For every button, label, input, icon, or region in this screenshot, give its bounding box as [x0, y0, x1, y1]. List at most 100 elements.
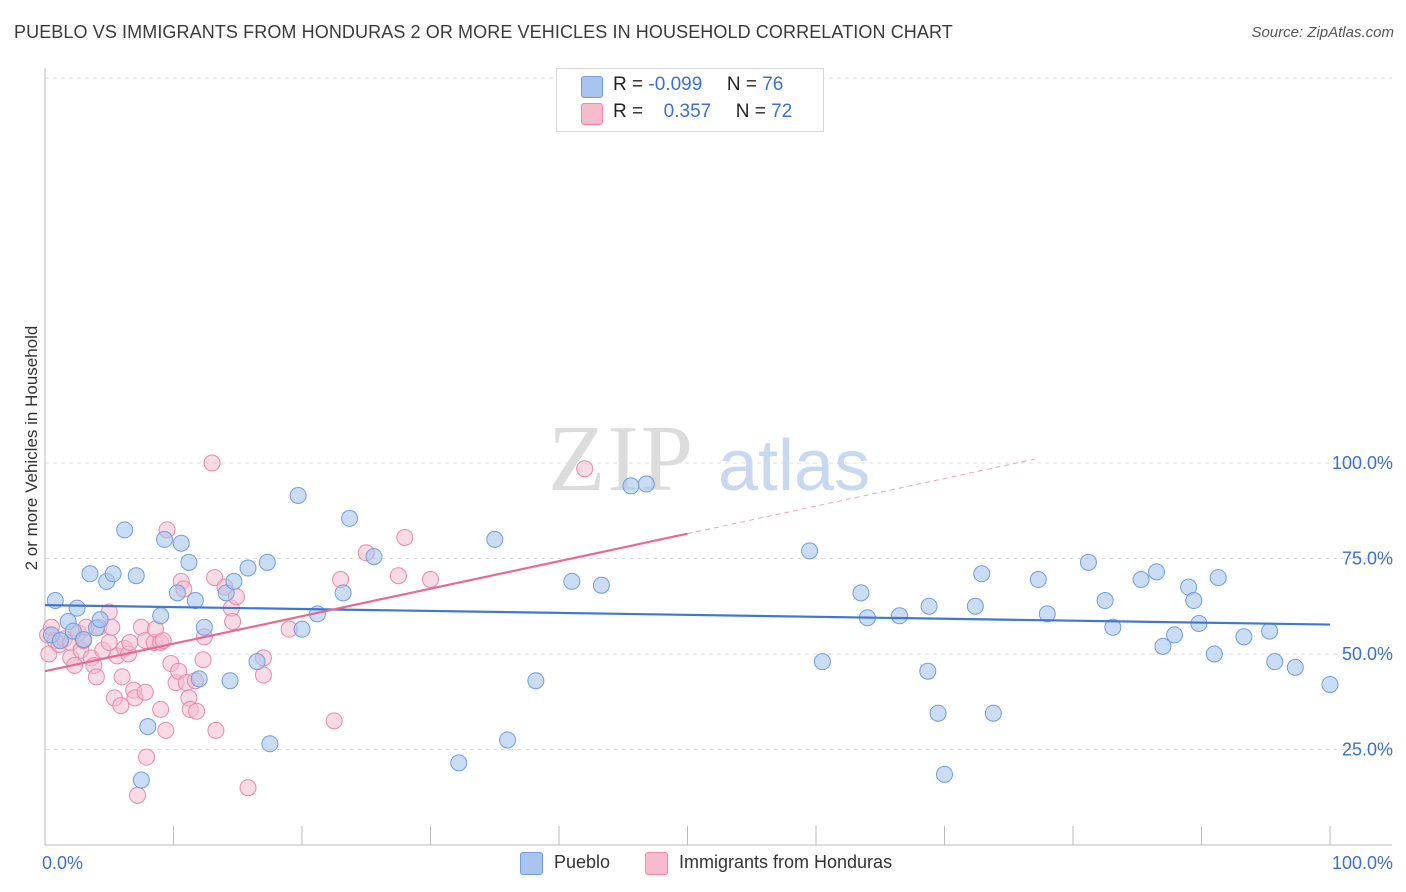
pueblo-point — [239, 559, 257, 577]
pueblo-point — [1235, 628, 1253, 646]
pueblo-point — [1132, 571, 1150, 589]
legend-n-label: N = — [726, 74, 757, 95]
legend-r-value-honduras: 0.357 — [663, 101, 712, 122]
pueblo-point — [622, 477, 640, 495]
pueblo-point — [91, 611, 109, 629]
pueblo-points — [42, 475, 1339, 789]
honduras-point — [113, 668, 131, 686]
source-credit: Source: ZipAtlas.com — [1251, 24, 1394, 41]
pueblo-point — [341, 509, 359, 527]
trend-lines — [44, 458, 1331, 673]
honduras-point — [576, 460, 594, 478]
y-tick-label: 75.0% — [1342, 549, 1393, 569]
x-tick-label: 100.0% — [1332, 853, 1393, 873]
pueblo-point — [221, 672, 239, 690]
pueblo-point — [852, 584, 870, 602]
honduras-trend-line — [44, 532, 688, 673]
pueblo-point — [1166, 626, 1184, 644]
pueblo-trend-line — [44, 604, 1331, 626]
pueblo-point — [190, 670, 208, 688]
honduras-point — [396, 528, 414, 546]
pueblo-point — [984, 704, 1002, 722]
pueblo-point — [195, 618, 213, 636]
grid-lines — [45, 77, 1392, 750]
honduras-point — [112, 697, 130, 715]
pueblo-point — [51, 632, 69, 650]
pueblo-point — [919, 662, 937, 680]
pueblo-point — [1321, 676, 1339, 694]
pueblo-point — [81, 565, 99, 583]
pueblo-point — [973, 565, 991, 583]
x-tick-label: 0.0% — [42, 853, 83, 873]
honduras-point — [203, 454, 221, 472]
bottom-legend-label-pueblo: Pueblo — [554, 852, 611, 872]
legend-swatch-honduras — [581, 103, 603, 125]
honduras-point — [188, 702, 206, 720]
pueblo-point — [563, 572, 581, 590]
pueblo-point — [168, 584, 186, 602]
pueblo-point — [248, 653, 266, 671]
honduras-point — [136, 683, 154, 701]
tick-labels: 25.0% 50.0% 75.0% 100.0% 0.0% 100.0% — [42, 453, 1393, 873]
pueblo-point — [172, 534, 190, 552]
legend-n-value-pueblo: 76 — [762, 74, 784, 95]
pueblo-point — [1286, 658, 1304, 676]
honduras-point — [422, 571, 439, 589]
honduras-point — [207, 721, 225, 739]
pueblo-point — [486, 530, 504, 548]
pueblo-point — [1038, 605, 1056, 623]
honduras-point — [239, 779, 257, 797]
pueblo-point — [116, 521, 134, 539]
pueblo-point — [152, 607, 170, 625]
legend-swatch-pueblo — [581, 76, 603, 98]
honduras-points — [39, 454, 594, 804]
pueblo-point — [813, 653, 831, 671]
pueblo-point — [1148, 563, 1166, 581]
honduras-point — [87, 668, 105, 686]
y-tick-label: 25.0% — [1342, 740, 1393, 760]
pueblo-point — [186, 592, 204, 610]
honduras-point — [325, 712, 343, 730]
bottom-legend-swatch-pueblo — [520, 852, 543, 875]
pueblo-point — [1266, 653, 1284, 671]
pueblo-point — [1154, 637, 1172, 655]
pueblo-point — [450, 754, 468, 772]
pueblo-point — [180, 553, 198, 571]
honduras-point — [194, 651, 212, 669]
pueblo-point — [258, 553, 276, 571]
pueblo-point — [334, 584, 352, 602]
pueblo-point — [261, 735, 279, 753]
pueblo-point — [929, 704, 947, 722]
pueblo-point — [104, 565, 122, 583]
watermark: ZIP atlas — [548, 407, 870, 511]
pueblo-point — [127, 567, 145, 585]
honduras-point — [138, 748, 156, 766]
bottom-legend-swatch-honduras — [645, 852, 668, 875]
watermark-zip: ZIP — [548, 407, 695, 511]
pueblo-point — [68, 599, 86, 617]
pueblo-point — [75, 630, 93, 648]
pueblo-point — [1205, 645, 1223, 663]
honduras-point — [157, 721, 175, 739]
pueblo-point — [293, 620, 311, 638]
pueblo-point — [132, 771, 150, 789]
legend-n-label: N = — [735, 101, 766, 122]
legend-r-label: R = — [613, 101, 644, 122]
honduras-point — [129, 786, 147, 804]
pueblo-point — [499, 731, 517, 749]
pueblo-point — [1029, 571, 1047, 589]
legend-r-value-pueblo: -0.099 — [648, 74, 703, 95]
legend-r-label: R = — [613, 74, 644, 95]
pueblo-point — [966, 597, 984, 615]
pueblo-point — [527, 672, 545, 690]
pueblo-point — [1104, 618, 1122, 636]
y-tick-label: 100.0% — [1332, 453, 1393, 473]
pueblo-point — [936, 765, 953, 783]
pueblo-point — [592, 576, 610, 594]
pueblo-point — [139, 718, 157, 736]
pueblo-point — [1185, 592, 1203, 610]
honduras-point — [389, 567, 407, 585]
honduras-point — [121, 634, 139, 652]
pueblo-point — [891, 607, 909, 625]
